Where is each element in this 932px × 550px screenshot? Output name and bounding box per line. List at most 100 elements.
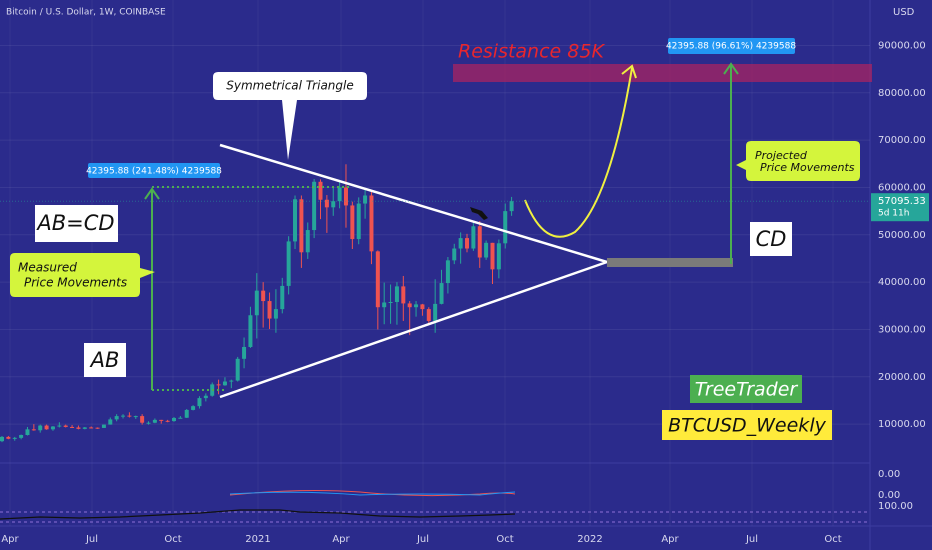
measure-label: 42395.88 (96.61%) 4239588 — [666, 42, 796, 52]
candle-body — [401, 286, 406, 304]
candle-body — [337, 187, 342, 202]
candle-body — [235, 358, 240, 381]
candle-body — [76, 427, 81, 429]
candle-body — [184, 409, 189, 418]
candle-body — [509, 201, 514, 212]
candle-body — [445, 260, 450, 284]
y-tick-label: 80000.00 — [878, 88, 926, 99]
candle-body — [484, 242, 489, 258]
candle-body — [343, 187, 348, 206]
range-box — [607, 258, 733, 267]
indicator-line — [229, 491, 516, 496]
candle-body — [356, 203, 361, 240]
label: CD — [756, 227, 787, 251]
label-box — [84, 343, 126, 377]
author: TreeTrader — [695, 379, 799, 401]
candle-body — [146, 422, 151, 424]
y-tick-label: 30000.00 — [878, 324, 926, 335]
candle-body — [101, 424, 106, 428]
resistance-zone — [453, 64, 872, 82]
measure-label-box — [668, 38, 795, 54]
candle-body — [369, 195, 374, 252]
candle-body — [12, 437, 17, 439]
arrow-head — [723, 62, 739, 75]
candle-body — [31, 429, 36, 431]
indicator-tick: 0.00 — [878, 490, 900, 501]
candle-body — [394, 286, 399, 303]
candle-body — [191, 406, 196, 410]
indicator-line — [229, 490, 516, 497]
callout — [213, 72, 367, 160]
candle-body — [433, 303, 438, 321]
candle-body — [407, 303, 412, 308]
x-tick-label: Oct — [496, 534, 513, 545]
projection-curve — [524, 67, 633, 238]
arrow-head — [144, 187, 160, 200]
candle-body — [496, 243, 501, 270]
callout-text: Price Movements — [24, 276, 127, 290]
candle-body — [414, 304, 419, 308]
x-tick-label: Jul — [745, 534, 758, 545]
candle-body — [171, 417, 176, 422]
candle-body — [261, 290, 266, 302]
arrow-head — [621, 64, 637, 79]
symbol: BTCUSD_Weekly — [668, 415, 826, 437]
x-tick-label: Apr — [332, 534, 350, 545]
candle-body — [382, 302, 387, 308]
y-tick-label: 70000.00 — [878, 135, 926, 146]
candle-body — [121, 415, 126, 417]
measure-label: 42395.88 (241.48%) 4239588 — [86, 167, 222, 177]
candle-body — [286, 241, 291, 286]
candle-body — [229, 380, 234, 382]
cursor-icon — [470, 207, 488, 220]
candle-body — [477, 226, 482, 258]
candle-body — [490, 242, 495, 270]
candle-body — [95, 427, 100, 429]
candle-body — [503, 211, 508, 244]
candle-body — [197, 398, 202, 407]
candle-body — [350, 205, 355, 240]
callout-text: Projected — [755, 149, 808, 162]
candle-body — [70, 426, 75, 428]
currency: USD — [893, 7, 915, 18]
label-box — [35, 205, 118, 242]
candle-body — [222, 381, 227, 386]
candle-body — [293, 199, 298, 242]
candle-body — [375, 251, 380, 308]
measure-label-box — [88, 163, 220, 178]
y-tick-label: 50000.00 — [878, 230, 926, 241]
candle-body — [165, 420, 170, 422]
y-tick-label: 10000.00 — [878, 419, 926, 430]
last-price: 57095.33 — [878, 196, 926, 207]
candle-body — [426, 309, 431, 321]
label: AB — [89, 348, 120, 372]
y-tick-label: 40000.00 — [878, 277, 926, 288]
label-box — [690, 375, 802, 403]
candle-body — [465, 238, 470, 249]
candle-body — [420, 304, 425, 310]
x-tick-label: Apr — [1, 534, 19, 545]
candle-body — [312, 181, 317, 231]
candle-body — [44, 425, 49, 430]
candle-body — [254, 290, 259, 316]
candle-body — [89, 427, 94, 429]
indicator-tick: 100.00 — [878, 501, 913, 512]
label-box — [750, 222, 792, 256]
label: AB=CD — [35, 211, 114, 235]
indicator-tick: 0.00 — [878, 469, 900, 480]
candle-body — [471, 226, 476, 249]
candle-body — [331, 201, 336, 208]
candle-body — [305, 230, 310, 253]
callout — [736, 141, 860, 181]
candle-body — [267, 301, 272, 319]
candle-body — [388, 302, 393, 304]
candle-body — [318, 181, 323, 200]
candles — [0, 164, 514, 443]
candle-body — [0, 436, 4, 442]
x-tick-label: 2021 — [245, 534, 270, 545]
candle-body — [63, 425, 68, 427]
countdown: 5d 11h — [878, 209, 909, 219]
candle-body — [57, 425, 62, 427]
